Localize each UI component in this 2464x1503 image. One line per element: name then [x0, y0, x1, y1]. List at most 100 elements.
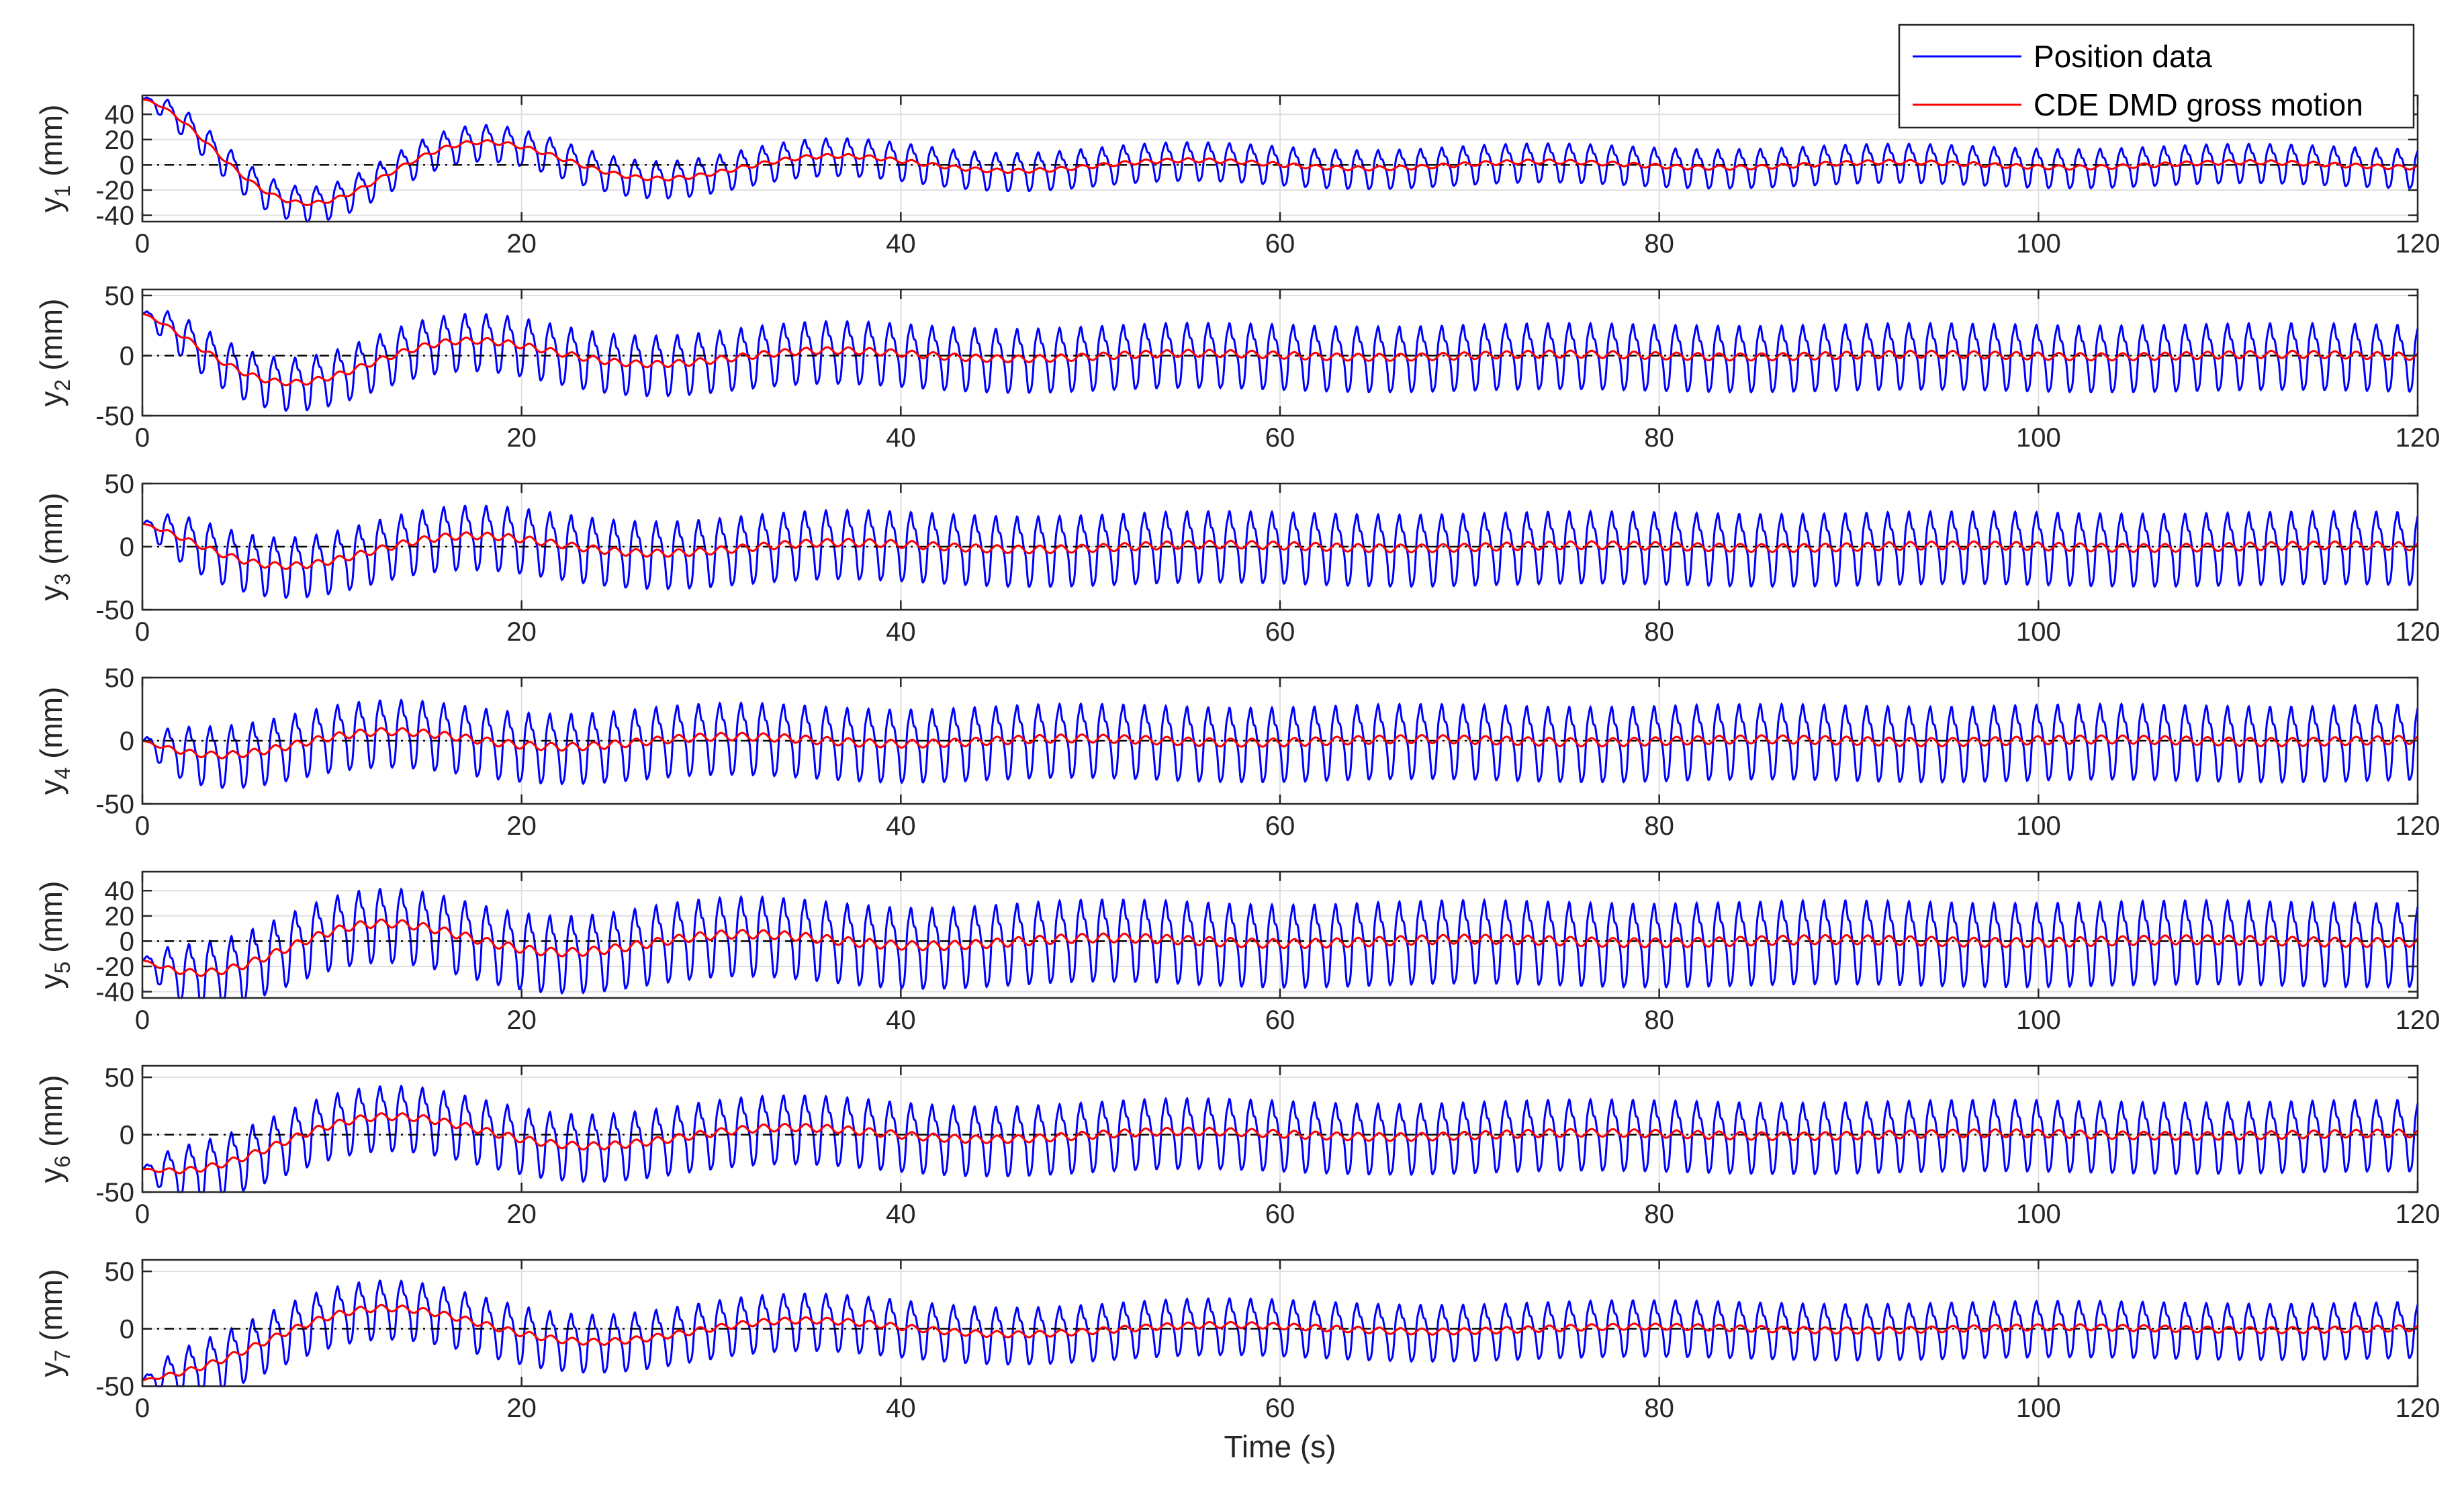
x-tick-label: 100 [2016, 1005, 2061, 1035]
y-tick-label: -40 [95, 201, 134, 231]
x-tick-label: 20 [506, 423, 537, 453]
x-tick-label: 60 [1265, 811, 1295, 841]
x-tick-label: 20 [506, 811, 537, 841]
x-axis-label: Time (s) [1224, 1429, 1336, 1464]
y-tick-label: -40 [95, 978, 134, 1007]
x-tick-label: 20 [506, 1005, 537, 1035]
y-tick-label: 0 [120, 150, 134, 180]
series-cde-dmd-gross-motion [142, 727, 2418, 760]
y-tick-label: -50 [95, 790, 134, 819]
x-tick-label: 40 [886, 229, 916, 259]
x-tick-label: 0 [135, 1005, 150, 1035]
x-tick-label: 60 [1265, 423, 1295, 453]
x-tick-label: 80 [1644, 1394, 1674, 1423]
legend-label: CDE DMD gross motion [2034, 87, 2363, 122]
y-tick-label: 0 [120, 1121, 134, 1150]
y-tick-label: -50 [95, 1178, 134, 1208]
y-tick-label: -50 [95, 596, 134, 625]
x-tick-label: 120 [2395, 1199, 2440, 1229]
y-axis-label: y3 (mm) [34, 493, 75, 601]
x-tick-label: 120 [2395, 1005, 2440, 1035]
y-tick-label: 20 [105, 126, 135, 155]
series-cde-dmd-gross-motion [142, 1112, 2418, 1175]
y-tick-label: 0 [120, 1315, 134, 1345]
series-cde-dmd-gross-motion [142, 522, 2418, 570]
series-position-data [142, 1084, 2419, 1193]
x-tick-label: 100 [2016, 1199, 2061, 1229]
series-cde-dmd-gross-motion [142, 1304, 2418, 1381]
x-tick-label: 120 [2395, 811, 2440, 841]
y-tick-label: 20 [105, 902, 135, 931]
y-tick-label: 50 [105, 469, 135, 499]
x-tick-label: 0 [135, 617, 150, 647]
x-tick-label: 40 [886, 423, 916, 453]
x-tick-label: 60 [1265, 1199, 1295, 1229]
y-tick-label: 0 [120, 533, 134, 562]
series-position-data [142, 310, 2419, 412]
y-axis-label: y4 (mm) [34, 687, 75, 795]
y-tick-label: -50 [95, 402, 134, 431]
x-tick-label: 100 [2016, 1394, 2061, 1423]
y-tick-label: -20 [95, 952, 134, 982]
y-axis-label: y7 (mm) [34, 1269, 75, 1377]
x-tick-label: 100 [2016, 617, 2061, 647]
series-position-data [142, 887, 2419, 999]
x-tick-label: 40 [886, 1394, 916, 1423]
x-tick-label: 80 [1644, 617, 1674, 647]
x-tick-label: 120 [2395, 617, 2440, 647]
x-tick-label: 80 [1644, 1005, 1674, 1035]
x-tick-label: 80 [1644, 1199, 1674, 1229]
x-tick-label: 80 [1644, 811, 1674, 841]
x-tick-label: 60 [1265, 617, 1295, 647]
y-axis-label: y2 (mm) [34, 299, 75, 407]
y-tick-label: 0 [120, 927, 134, 956]
x-tick-label: 60 [1265, 229, 1295, 259]
x-tick-label: 0 [135, 811, 150, 841]
x-tick-label: 40 [886, 617, 916, 647]
x-tick-label: 0 [135, 1199, 150, 1229]
x-tick-label: 0 [135, 1394, 150, 1423]
x-tick-label: 100 [2016, 811, 2061, 841]
y-tick-label: 0 [120, 727, 134, 756]
y-tick-label: 40 [105, 876, 135, 906]
x-tick-label: 100 [2016, 229, 2061, 259]
y-tick-label: 50 [105, 664, 135, 693]
x-tick-label: 60 [1265, 1005, 1295, 1035]
series-position-data [142, 698, 2419, 790]
x-tick-label: 40 [886, 1199, 916, 1229]
series-cde-dmd-gross-motion [142, 312, 2418, 387]
y-axis-label: y5 (mm) [34, 881, 75, 989]
x-tick-label: 80 [1644, 423, 1674, 453]
x-tick-label: 40 [886, 1005, 916, 1035]
legend-box [1898, 24, 2415, 129]
x-tick-label: 80 [1644, 229, 1674, 259]
series-cde-dmd-gross-motion [142, 918, 2419, 977]
x-tick-label: 0 [135, 229, 150, 259]
x-tick-label: 0 [135, 423, 150, 453]
x-tick-label: 60 [1265, 1394, 1295, 1423]
x-tick-label: 20 [506, 1394, 537, 1423]
y-tick-label: -50 [95, 1372, 134, 1402]
series-cde-dmd-gross-motion [142, 98, 2418, 206]
y-tick-label: 0 [120, 341, 134, 371]
legend: Position data CDE DMD gross motion [1898, 24, 2415, 129]
x-tick-label: 120 [2395, 229, 2440, 259]
x-tick-label: 120 [2395, 1394, 2440, 1423]
x-tick-label: 120 [2395, 423, 2440, 453]
y-tick-label: 50 [105, 1063, 135, 1093]
y-tick-label: -20 [95, 176, 134, 206]
series-position-data [142, 504, 2419, 600]
x-tick-label: 40 [886, 811, 916, 841]
y-tick-label: 50 [105, 281, 135, 311]
x-tick-label: 20 [506, 1199, 537, 1229]
x-tick-label: 20 [506, 617, 537, 647]
legend-label: Position data [2034, 39, 2212, 74]
y-axis-label: y6 (mm) [34, 1075, 75, 1183]
